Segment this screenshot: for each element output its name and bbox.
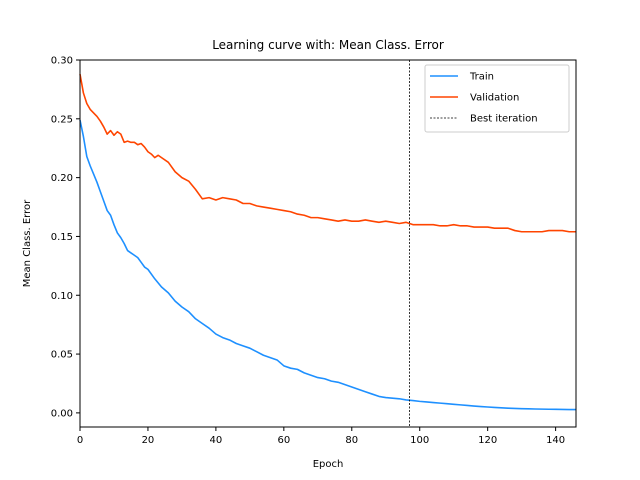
y-tick-label: 0.10 <box>51 291 73 302</box>
x-tick-label: 0 <box>77 435 83 446</box>
x-tick-label: 140 <box>546 435 565 446</box>
x-tick-label: 80 <box>345 435 358 446</box>
legend-box <box>424 64 570 133</box>
series-line-train <box>79 119 576 411</box>
x-axis-ticks: 0 20 40 60 80 100 120 140 <box>77 427 565 446</box>
legend: Train Validation Best iteration <box>424 64 570 133</box>
series-layer <box>79 60 576 427</box>
plot-frame <box>79 59 577 428</box>
x-tick-label: 120 <box>478 435 497 446</box>
x-tick-label: 40 <box>210 435 223 446</box>
y-tick-label: 0.25 <box>51 114 73 125</box>
y-tick-label: 0.30 <box>51 56 73 67</box>
y-axis-label: Mean Class. Error <box>22 199 33 287</box>
legend-label: Validation <box>470 93 519 104</box>
x-tick-label: 20 <box>142 435 155 446</box>
x-axis-label: Epoch <box>313 459 344 470</box>
y-tick-label: 0.15 <box>51 232 73 243</box>
y-tick-label: 0.05 <box>51 350 73 361</box>
legend-label: Train <box>469 72 494 83</box>
x-tick-label: 60 <box>277 435 290 446</box>
x-tick-label: 100 <box>410 435 429 446</box>
y-tick-label: 0.00 <box>51 408 73 419</box>
legend-label: Best iteration <box>470 114 538 125</box>
chart-title: Learning curve with: Mean Class. Error <box>212 38 444 52</box>
series-line-validation <box>79 73 576 233</box>
y-axis-ticks: 0.00 0.05 0.10 0.15 0.20 0.25 0.30 <box>51 56 80 419</box>
y-tick-label: 0.20 <box>51 173 73 184</box>
